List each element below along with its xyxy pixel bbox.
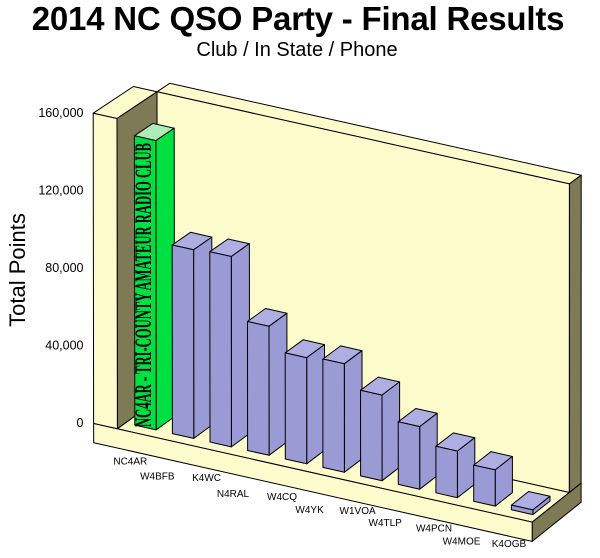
svg-text:W4YK: W4YK: [295, 505, 324, 516]
svg-text:N4RAL: N4RAL: [217, 489, 250, 500]
svg-text:NC4AR - TRI-COUNTY AMATEUR RAD: NC4AR - TRI-COUNTY AMATEUR RADIO CLUB: [131, 143, 156, 427]
svg-text:W4BFB: W4BFB: [140, 471, 175, 482]
svg-text:0: 0: [77, 416, 84, 430]
svg-text:W4MOE: W4MOE: [443, 537, 481, 548]
svg-text:Total Points: Total Points: [5, 213, 30, 327]
svg-text:40,000: 40,000: [45, 339, 83, 353]
svg-text:NC4AR: NC4AR: [113, 456, 147, 467]
svg-text:W4PCN: W4PCN: [416, 524, 452, 535]
svg-text:160,000: 160,000: [38, 106, 83, 120]
svg-text:K4OGB: K4OGB: [492, 539, 527, 550]
svg-text:W1VOA: W1VOA: [340, 506, 376, 517]
svg-text:W4CQ: W4CQ: [267, 492, 297, 503]
svg-text:80,000: 80,000: [45, 261, 83, 275]
svg-text:Club / In State / Phone: Club / In State / Phone: [196, 39, 397, 61]
svg-text:K4WC: K4WC: [192, 473, 221, 484]
svg-text:120,000: 120,000: [38, 184, 83, 198]
svg-text:2014 NC QSO Party - Final Resu: 2014 NC QSO Party - Final Results: [32, 0, 565, 37]
svg-text:W4TLP: W4TLP: [369, 518, 403, 529]
